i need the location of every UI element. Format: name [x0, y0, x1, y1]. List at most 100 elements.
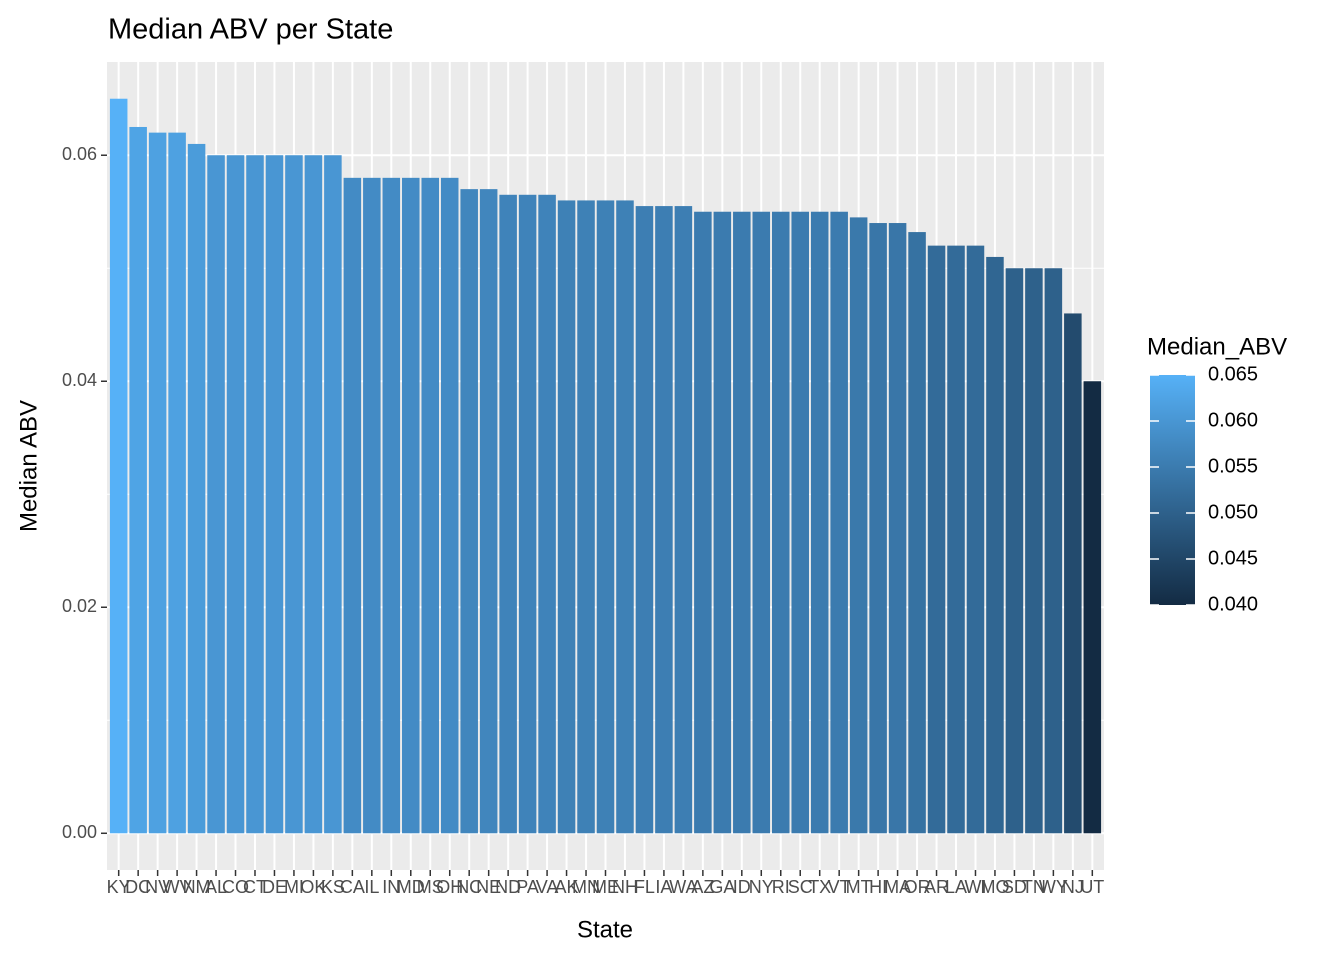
x-tick-label: WI — [964, 877, 986, 897]
bar — [791, 211, 809, 834]
bar — [557, 200, 576, 834]
bar — [1005, 268, 1024, 834]
x-tick-label: MI — [284, 877, 304, 897]
bar — [129, 126, 147, 834]
x-tick-label: AL — [205, 877, 227, 897]
x-tick-label: ID — [733, 877, 751, 897]
x-tick-label: AK — [555, 877, 579, 897]
y-tick-label: 0.06 — [62, 144, 97, 164]
y-tick-label: 0.00 — [62, 822, 97, 842]
bar — [265, 155, 284, 834]
x-tick-label: ME — [592, 877, 619, 897]
bar — [148, 132, 167, 834]
x-tick-label: SD — [1002, 877, 1027, 897]
bar — [1025, 268, 1043, 834]
x-tick-label: NJ — [1062, 877, 1084, 897]
bar — [187, 143, 206, 834]
x-tick-label: AR — [924, 877, 949, 897]
x-tick-label: CA — [340, 877, 365, 897]
x-tick-label: ND — [495, 877, 521, 897]
bar — [1064, 313, 1082, 834]
bar — [635, 206, 654, 834]
bar — [694, 211, 712, 834]
bar — [421, 177, 440, 834]
x-tick-label: MS — [417, 877, 444, 897]
bar — [1083, 381, 1102, 834]
bar — [733, 211, 751, 834]
bar — [1044, 268, 1063, 834]
bar — [440, 177, 459, 834]
y-axis-title: Median ABV — [15, 400, 42, 532]
x-tick-label: MA — [884, 877, 911, 897]
bar — [616, 200, 634, 834]
bar — [460, 189, 478, 834]
bar — [226, 155, 245, 834]
x-tick-label: NE — [476, 877, 501, 897]
x-tick-label: NH — [612, 877, 638, 897]
x-tick-label: OH — [436, 877, 463, 897]
x-tick-label: KY — [107, 877, 131, 897]
bar — [752, 211, 771, 834]
bar — [343, 177, 362, 834]
x-tick-label: DC — [125, 877, 151, 897]
legend-tick-label: 0.055 — [1208, 455, 1258, 477]
x-tick-label: NM — [183, 877, 211, 897]
x-tick-label: MN — [572, 877, 600, 897]
bar — [363, 177, 381, 834]
bar — [285, 155, 303, 834]
bar — [908, 232, 926, 834]
x-tick-label: NV — [145, 877, 170, 897]
x-tick-label: WV — [163, 877, 192, 897]
x-tick-label: MO — [980, 877, 1009, 897]
x-tick-label: OR — [904, 877, 931, 897]
bar — [596, 200, 615, 834]
x-tick-label: LA — [945, 877, 967, 897]
bar — [304, 155, 323, 834]
x-tick-label: IN — [382, 877, 400, 897]
bar — [966, 245, 985, 834]
bar — [109, 98, 128, 834]
x-tick-label: MD — [397, 877, 425, 897]
bar — [927, 245, 946, 834]
x-tick-label: KS — [321, 877, 345, 897]
x-tick-label: VT — [828, 877, 851, 897]
bar — [168, 132, 186, 834]
x-tick-label: OK — [300, 877, 326, 897]
bar — [207, 155, 225, 834]
x-tick-label: SC — [788, 877, 813, 897]
x-tick-label: DE — [262, 877, 287, 897]
bar — [246, 155, 264, 834]
x-tick-label: IA — [655, 877, 672, 897]
legend-tick-label: 0.045 — [1208, 547, 1258, 569]
y-tick-label: 0.02 — [62, 596, 97, 616]
x-tick-label: MT — [846, 877, 872, 897]
x-tick-label: GA — [709, 877, 735, 897]
bar — [479, 189, 498, 834]
legend-tick-label: 0.060 — [1208, 409, 1258, 431]
x-tick-label: WA — [669, 877, 697, 897]
bar — [577, 200, 595, 834]
bar — [518, 194, 537, 834]
bar — [382, 177, 401, 834]
y-tick-label: 0.04 — [62, 370, 97, 390]
x-tick-label: NY — [749, 877, 774, 897]
x-tick-label: NC — [456, 877, 482, 897]
x-tick-label: IL — [364, 877, 379, 897]
bar — [499, 194, 517, 834]
x-tick-label: AZ — [691, 877, 714, 897]
bar — [655, 206, 673, 834]
x-tick-label: CO — [222, 877, 249, 897]
x-tick-label: FL — [634, 877, 655, 897]
chart-title: Median ABV per State — [108, 14, 393, 46]
legend-tick-label: 0.050 — [1208, 501, 1258, 523]
bar — [830, 211, 848, 834]
legend-title: Median_ABV — [1147, 333, 1287, 360]
legend-tick-label: 0.040 — [1208, 593, 1258, 615]
bar — [402, 177, 420, 834]
x-tick-label: TN — [1022, 877, 1046, 897]
bar — [538, 194, 556, 834]
bar — [674, 206, 693, 834]
x-tick-label: UT — [1080, 877, 1104, 897]
x-tick-label: VA — [536, 877, 559, 897]
